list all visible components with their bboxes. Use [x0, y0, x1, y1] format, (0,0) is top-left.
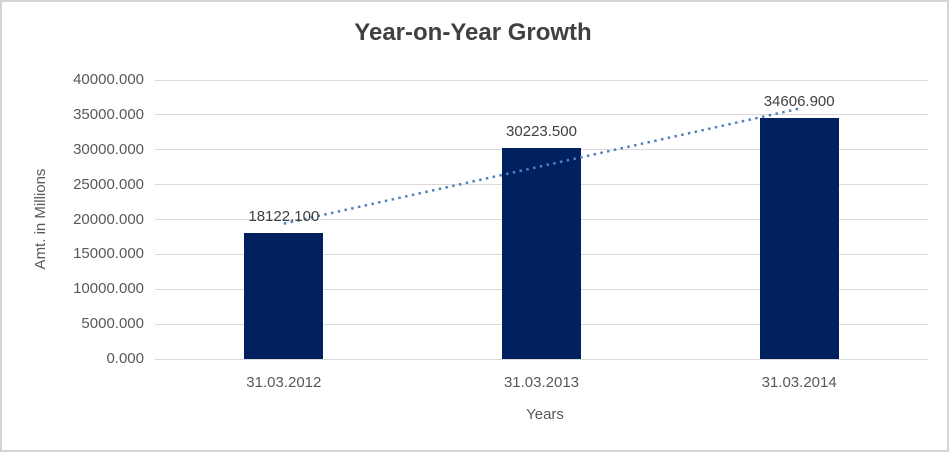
y-tick-label: 10000.000	[73, 280, 144, 298]
chart-title: Year-on-Year Growth	[354, 19, 592, 46]
bar-31.03.2012	[244, 232, 324, 359]
x-tick-label: 31.03.2012	[246, 374, 322, 391]
bar-31.03.2013	[502, 148, 581, 359]
gridline	[155, 79, 928, 81]
y-tick-label: 15000.000	[73, 245, 144, 263]
gridline	[155, 114, 928, 116]
data-label: 30223.500	[506, 123, 577, 141]
data-label: 34606.900	[763, 92, 835, 110]
y-tick-label: 30000.000	[73, 140, 144, 158]
x-axis-title: Years	[526, 406, 564, 423]
y-tick-label: 20000.000	[73, 210, 144, 228]
y-tick-label: 5000.000	[81, 315, 144, 333]
bar-31.03.2014	[759, 117, 839, 359]
data-label: 18122.100	[248, 207, 320, 225]
y-tick-label: 25000.000	[73, 175, 144, 193]
y-tick-label: 35000.000	[73, 105, 144, 123]
x-tick-label: 31.03.2013	[503, 374, 580, 391]
gridline	[155, 358, 928, 360]
x-tick-label: 31.03.2014	[761, 374, 837, 391]
y-tick-label: 40000.000	[73, 71, 144, 88]
y-tick-label: 0.000	[106, 350, 144, 367]
